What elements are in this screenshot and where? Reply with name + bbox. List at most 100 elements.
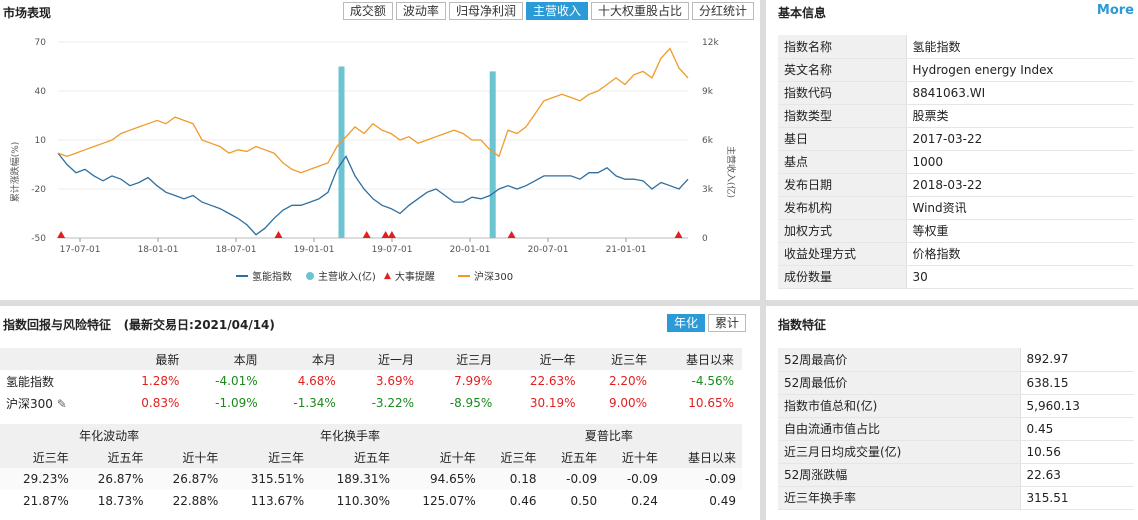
event-marker[interactable]: [387, 231, 396, 238]
info-value: Hydrogen energy Index: [906, 58, 1134, 82]
toggle-cumulative[interactable]: 累计: [707, 314, 746, 332]
legend-hs300[interactable]: 沪深300: [458, 268, 513, 283]
left-tick-label: 40: [35, 87, 47, 97]
info-key: 发布机构: [778, 196, 907, 220]
feature-value: 892.97: [1020, 348, 1134, 372]
right-tick-label: 3k: [702, 185, 714, 195]
risk-cell: 21.87%: [23, 494, 69, 508]
event-marker[interactable]: [274, 231, 283, 238]
feature-value: 10.56: [1020, 440, 1134, 464]
left-tick-label: -20: [31, 185, 46, 195]
info-key: 指数代码: [778, 81, 907, 105]
feature-key: 近三年换手率: [778, 486, 1021, 510]
info-value: 30: [906, 265, 1134, 289]
returns-date: (最新交易日:2021/04/14): [123, 318, 275, 332]
info-key: 收益处理方式: [778, 242, 907, 266]
right-tick-label: 6k: [702, 136, 714, 146]
event-marker[interactable]: [674, 231, 683, 238]
returns-cell: 30.19%: [529, 396, 576, 410]
more-link[interactable]: More: [1096, 3, 1134, 18]
market-chart: 累计涨跌幅(%) 主营收入(亿) 70 12k 40 9k 10 6k -20 3k -50 0 1…: [9, 38, 737, 255]
feature-key: 52周最高价: [778, 348, 1021, 372]
returns-cell: 2.20%: [608, 374, 648, 388]
risk-header: 近三年: [224, 446, 311, 468]
returns-cell: 9.00%: [608, 396, 648, 410]
info-key: 成份数量: [778, 265, 907, 289]
legend-index[interactable]: 氢能指数: [236, 268, 292, 283]
legend-index-label: 氢能指数: [252, 272, 292, 283]
market-tabs: 成交额 波动率 归母净利润 主营收入 十大权重股占比 分红统计: [340, 2, 754, 20]
risk-cell: 0.50: [570, 494, 598, 508]
legend-revenue[interactable]: 主营收入(亿): [306, 268, 376, 283]
revenue-bar: [338, 66, 345, 238]
edit-icon[interactable]: ✎: [52, 396, 67, 411]
features-panel: 指数特征 52周最高价 892.97 52周最低价 638.15 指数市值总和(亿) 5,…: [766, 306, 1138, 520]
event-marker[interactable]: [57, 231, 66, 238]
x-tick-label: 18-07-01: [216, 245, 257, 255]
risk-cell: 0.24: [631, 494, 658, 508]
features-table: 52周最高价 892.97 52周最低价 638.15 指数市值总和(亿) 5,960.1…: [778, 348, 1134, 510]
returns-title: 指数回报与风险特征 (最新交易日:2021/04/14): [3, 316, 275, 333]
feature-row: 自由流通市值占比 0.45: [778, 417, 1134, 441]
risk-group-sharpe: 夏普比率: [481, 424, 742, 446]
event-marker[interactable]: [362, 231, 371, 238]
feature-row: 近三年换手率 315.51: [778, 486, 1134, 510]
risk-cell: 26.87%: [149, 468, 225, 490]
tab-revenue[interactable]: 主营收入: [525, 2, 588, 20]
info-row: 收益处理方式 价格指数: [778, 242, 1134, 266]
risk-header: 近五年: [542, 446, 604, 468]
returns-cell: 22.63%: [529, 374, 576, 388]
info-value: Wind资讯: [906, 196, 1134, 220]
returns-cell: -4.01%: [215, 374, 258, 388]
info-row: 指数类型 股票类: [778, 104, 1134, 128]
tab-top10-weight[interactable]: 十大权重股占比: [590, 2, 689, 20]
risk-header: 近十年: [149, 446, 225, 468]
feature-key: 指数市值总和(亿): [778, 394, 1021, 418]
risk-cell: -0.09: [603, 468, 664, 490]
risk-group-volatility: 年化波动率: [0, 424, 225, 446]
tab-volatility[interactable]: 波动率: [395, 2, 446, 20]
tab-turnover[interactable]: 成交额: [342, 2, 393, 20]
risk-group-turnover: 年化换手率: [224, 424, 482, 446]
info-row: 英文名称 Hydrogen energy Index: [778, 58, 1134, 82]
x-tick-label: 20-07-01: [528, 245, 569, 255]
toggle-annualized[interactable]: 年化: [666, 314, 705, 332]
feature-row: 指数市值总和(亿) 5,960.13: [778, 394, 1134, 418]
event-marker[interactable]: [507, 231, 516, 238]
info-table: 指数名称 氢能指数 英文名称 Hydrogen energy Index 指数代码 884…: [778, 35, 1134, 289]
info-value: 股票类: [906, 104, 1134, 128]
x-tick-label: 21-01-01: [606, 245, 647, 255]
returns-title-text: 指数回报与风险特征: [3, 318, 112, 332]
returns-header: 基日以来: [655, 348, 742, 370]
info-panel: 基本信息 More 指数名称 氢能指数 英文名称 Hydrogen energy In…: [766, 0, 1138, 300]
returns-header: 近三月: [422, 348, 501, 370]
risk-cell: 315.51%: [224, 468, 311, 490]
tab-dividend[interactable]: 分红统计: [691, 2, 754, 20]
legend-events[interactable]: ▲ 大事提醒: [384, 268, 435, 284]
info-key: 指数类型: [778, 104, 907, 128]
risk-cell: -0.09: [663, 468, 742, 490]
risk-row: 29.23% 26.87% 26.87% 315.51% 189.31% 94.65% 0.…: [0, 468, 742, 490]
risk-table: 年化波动率 年化换手率 夏普比率 近三年 近五年 近十年 近三年 近五年 近十年 近三年 近五…: [0, 424, 742, 512]
risk-cell: 0.46: [509, 494, 537, 508]
info-key: 基日: [778, 127, 907, 151]
info-key: 英文名称: [778, 58, 907, 82]
risk-cell: 26.87%: [74, 468, 150, 490]
feature-value: 22.63: [1020, 463, 1134, 487]
risk-cell: -0.09: [542, 468, 604, 490]
returns-header: 近一年: [500, 348, 584, 370]
returns-header: 近一月: [343, 348, 423, 370]
returns-cell: -4.56%: [691, 374, 734, 388]
feature-value: 0.45: [1020, 417, 1134, 441]
returns-header: 近三年: [583, 348, 656, 370]
returns-panel: 指数回报与风险特征 (最新交易日:2021/04/14) 年化 累计 最新 本周本…: [0, 306, 760, 520]
legend-hs300-label: 沪深300: [474, 272, 514, 283]
info-key: 基点: [778, 150, 907, 174]
info-key: 加权方式: [778, 219, 907, 243]
tab-net-profit[interactable]: 归母净利润: [448, 2, 523, 20]
event-marker[interactable]: [381, 231, 390, 238]
left-tick-label: 10: [35, 136, 47, 146]
info-key: 发布日期: [778, 173, 907, 197]
left-tick-label: -50: [31, 234, 46, 244]
feature-value: 5,960.13: [1020, 394, 1134, 418]
